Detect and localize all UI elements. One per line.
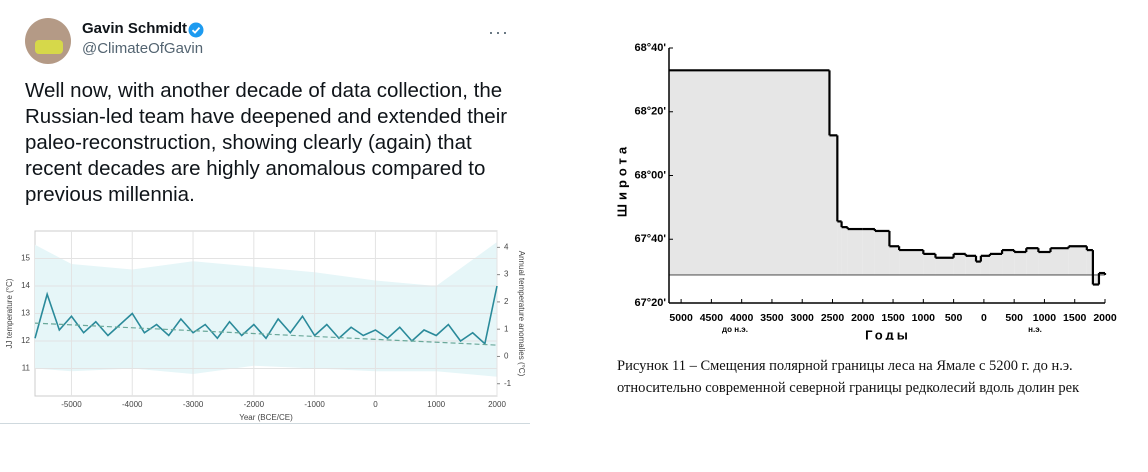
x-tick-label: 2500 [821,312,845,324]
area-fill [1026,248,1039,275]
x-tick-label: 5000 [669,312,693,324]
x-tick-label: -1000 [304,400,325,409]
x-tick-label: 0 [373,400,378,409]
area-fill [899,250,924,275]
area-fill [669,70,830,275]
y2-tick-label: 3 [504,270,509,279]
y2-tick-label: 0 [504,352,509,361]
area-fill [1002,250,1015,275]
x-tick-label: 4500 [700,312,724,324]
area-fill [841,227,848,275]
caption-line: Рисунок 11 – Смещения полярной границы л… [617,358,1073,374]
y-axis-label: Широта [614,143,629,217]
area-fill [829,135,838,275]
area-fill [862,229,875,275]
y-tick-label: 68°20' [635,106,667,118]
x-tick-label: 3500 [760,312,784,324]
y-tick-label: 12 [21,336,30,345]
area-fill [1050,248,1069,275]
x-tick-label: 1500 [881,312,905,324]
x-tick-label: -3000 [183,400,204,409]
area-fill [953,253,966,275]
y-tick-label: 13 [21,309,30,318]
area-fill [1014,251,1027,275]
figure-caption: Рисунок 11 – Смещения полярной границы л… [617,355,1079,399]
avatar-mask [35,40,63,54]
x-tick-label: 2000 [851,312,875,324]
y-tick-label: 68°00' [635,169,667,181]
area-fill [1068,246,1087,275]
x-tick-label: 2000 [1093,312,1117,324]
caption-line: относительно современной северной границ… [617,380,1080,396]
x-tick-label: -4000 [122,400,143,409]
y-tick-label: 14 [21,281,30,290]
y-tick-label: 67°40' [635,233,667,245]
era-label: н.э. [1028,325,1042,334]
x-tick-label: 1000 [1033,312,1057,324]
area-fill [837,221,842,275]
x-tick-label: 2000 [488,400,506,409]
area-fill [1086,250,1093,275]
x-tick-label: 0 [981,312,987,324]
y2-tick-label: -1 [504,379,512,388]
y-tick-label: 67°20' [635,297,667,309]
y2-tick-label: 1 [504,324,509,333]
verified-badge [188,22,204,38]
y-axis-label: JJ temperature (°C) [5,278,14,348]
x-tick-label: 3000 [791,312,815,324]
x-tick-label: 500 [945,312,963,324]
series-line [34,322,498,346]
uncertainty-band [35,242,497,377]
area-fill [874,230,890,275]
area-fill [1092,274,1099,285]
more-menu[interactable]: ··· [488,22,509,42]
area-fill [980,255,990,275]
divider [0,423,530,424]
y2-tick-label: 4 [504,242,509,251]
y2-tick-label: 2 [504,297,509,306]
x-tick-label: -2000 [244,400,265,409]
series-line [34,285,498,346]
chart-treeline: 67°20'67°40'68°00'68°20'68°40'5000 4500 40… [614,42,1117,340]
y2-axis-label: Annual temperature anomalies (°C) [517,251,526,377]
y-tick-label: 15 [21,254,30,263]
area-fill [976,261,981,275]
area-fill [965,255,977,275]
y-tick-label: 68°40' [635,42,667,54]
tweet-handle[interactable]: @ClimateOfGavin [82,40,204,57]
x-tick-label: 1000 [427,400,445,409]
area-fill [889,246,900,275]
x-axis-label: Годы [865,327,911,340]
y-tick-label: 11 [22,364,31,373]
x-tick-label: -5000 [61,400,82,409]
tweet-text: Well now, with another decade of data co… [25,79,508,206]
area-fill [935,257,954,275]
x-tick-label: 1000 [912,312,936,324]
era-label: до н.э. [722,325,748,334]
avatar[interactable] [25,18,71,64]
x-axis-label: Year (BCE/CE) [239,413,293,422]
area-fill [923,253,936,275]
tweet-name[interactable]: Gavin Schmidt [82,20,188,37]
x-tick-label: 500 [1005,312,1023,324]
x-tick-label: 1500 [1063,312,1087,324]
area-fill [1038,251,1051,275]
x-tick-label: 4000 [730,312,754,324]
area-fill [989,253,1003,275]
area-fill [847,229,863,275]
